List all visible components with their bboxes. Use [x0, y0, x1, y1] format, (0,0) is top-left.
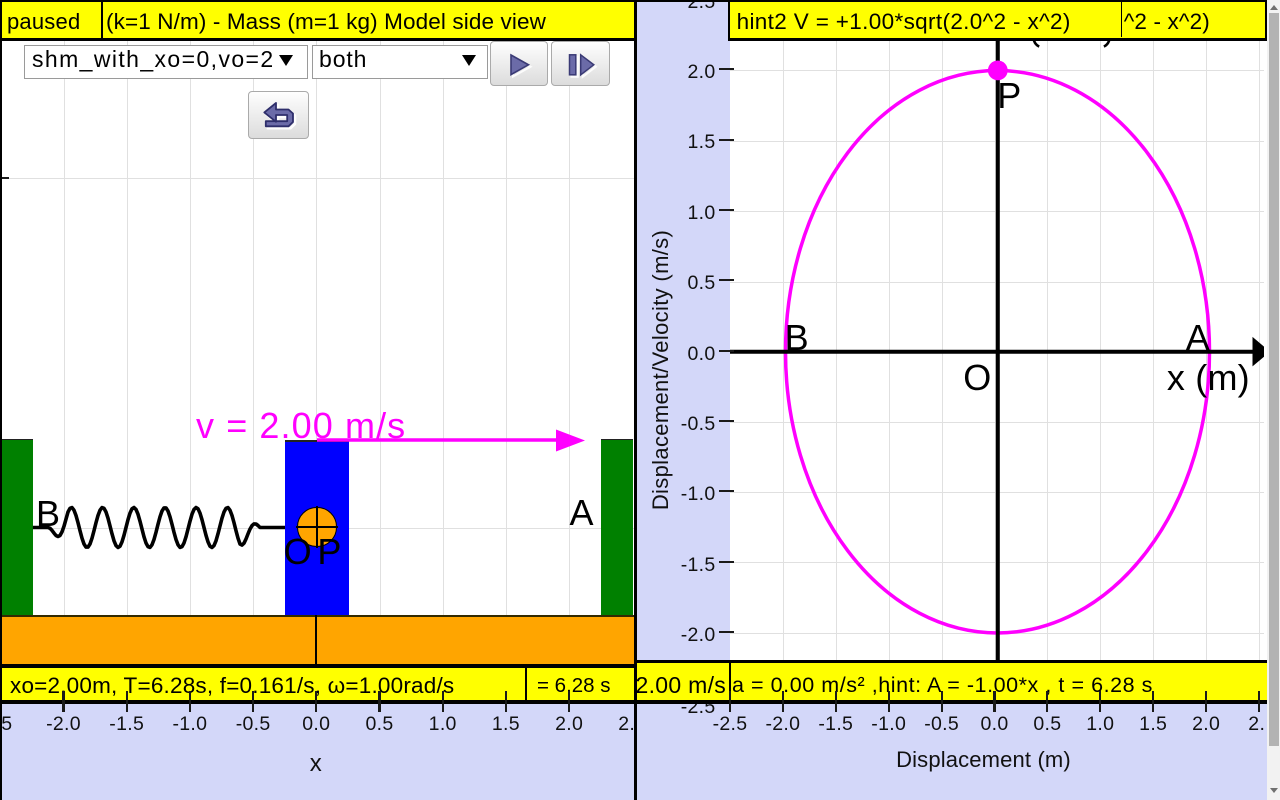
svg-text:v = 2.00 m/s: v = 2.00 m/s	[196, 405, 406, 446]
